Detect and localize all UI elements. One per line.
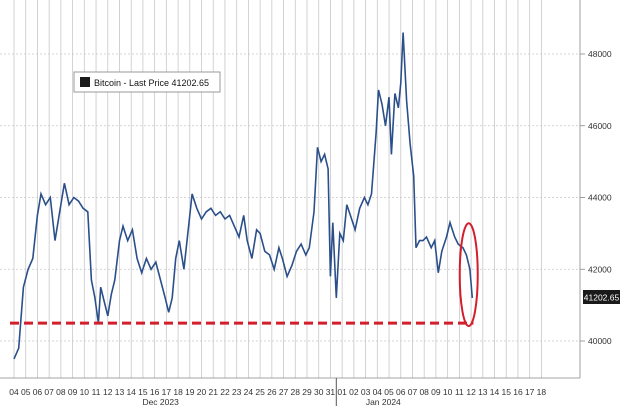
x-tick-label: 28	[291, 387, 301, 397]
x-tick-label: 05	[384, 387, 394, 397]
x-tick-label: 22	[220, 387, 230, 397]
x-tick-label: 08	[419, 387, 429, 397]
x-tick-label: 15	[138, 387, 148, 397]
y-axis: 48000 46000 44000 42000 40000	[579, 0, 612, 378]
last-price-tag: 41202.65	[583, 290, 620, 304]
y-tick-label: 40000	[588, 336, 612, 346]
x-tick-label: 04	[9, 387, 19, 397]
x-tick-label: 13	[478, 387, 488, 397]
plot-area	[10, 32, 479, 360]
x-tick-label: 15	[502, 387, 512, 397]
vertical-gridlines	[13, 0, 542, 378]
x-tick-label: 13	[115, 387, 125, 397]
x-tick-label: 05	[21, 387, 31, 397]
x-tick-label: 24	[244, 387, 254, 397]
x-tick-label: 30	[314, 387, 324, 397]
x-tick-label: 08	[56, 387, 66, 397]
x-tick-label: 21	[209, 387, 219, 397]
x-month-label: Dec 2023	[142, 397, 179, 406]
x-tick-label: 19	[185, 387, 195, 397]
x-tick-label: 25	[255, 387, 265, 397]
legend-box	[73, 71, 221, 93]
x-tick-label: 01	[337, 387, 347, 397]
x-tick-label: 23	[232, 387, 242, 397]
x-tick-label: 26	[267, 387, 277, 397]
x-tick-label: 07	[408, 387, 418, 397]
x-tick-label: 09	[68, 387, 78, 397]
x-tick-label: 16	[150, 387, 160, 397]
last-price-tag-text: 41202.65	[584, 293, 620, 303]
x-tick-label: 10	[443, 387, 453, 397]
x-tick-label: 12	[466, 387, 476, 397]
y-tick-label: 48000	[588, 49, 612, 59]
x-tick-label: 06	[33, 387, 43, 397]
x-tick-label: 07	[44, 387, 54, 397]
x-tick-label: 11	[92, 387, 101, 397]
x-tick-label: 03	[361, 387, 371, 397]
legend-swatch	[80, 77, 90, 87]
x-tick-label: 18	[173, 387, 183, 397]
legend-label: Bitcoin - Last Price 41202.65	[94, 78, 209, 88]
x-tick-label: 04	[373, 387, 383, 397]
x-tick-label: 12	[103, 387, 113, 397]
x-tick-label: 14	[490, 387, 500, 397]
x-tick-label: 06	[396, 387, 406, 397]
legend: Bitcoin - Last Price 41202.65	[73, 71, 221, 93]
x-tick-label: 16	[513, 387, 523, 397]
horizontal-gridlines	[0, 53, 580, 342]
x-tick-label: 29	[302, 387, 312, 397]
x-axis: 04 05 06 07 08 09 10 11 12 13 14 15 16 17 18 19 20 21 22 23…	[0, 377, 580, 406]
last-price-tag-bg	[583, 290, 620, 304]
x-tick-label: 31	[326, 387, 336, 397]
x-tick-label: 11	[455, 387, 464, 397]
x-tick-label: 09	[431, 387, 441, 397]
y-tick-label: 42000	[588, 264, 612, 274]
x-tick-label: 10	[80, 387, 90, 397]
y-tick-label: 46000	[588, 121, 612, 131]
x-tick-label: 17	[525, 387, 535, 397]
x-tick-label: 27	[279, 387, 289, 397]
y-tick-label: 44000	[588, 193, 612, 203]
x-month-label: Jan 2024	[366, 397, 401, 406]
x-tick-label: 20	[197, 387, 207, 397]
x-tick-label: 17	[162, 387, 172, 397]
x-tick-label: 02	[349, 387, 359, 397]
x-tick-label: 18	[537, 387, 547, 397]
x-tick-label: 14	[126, 387, 136, 397]
highlight-ellipse	[458, 222, 479, 328]
